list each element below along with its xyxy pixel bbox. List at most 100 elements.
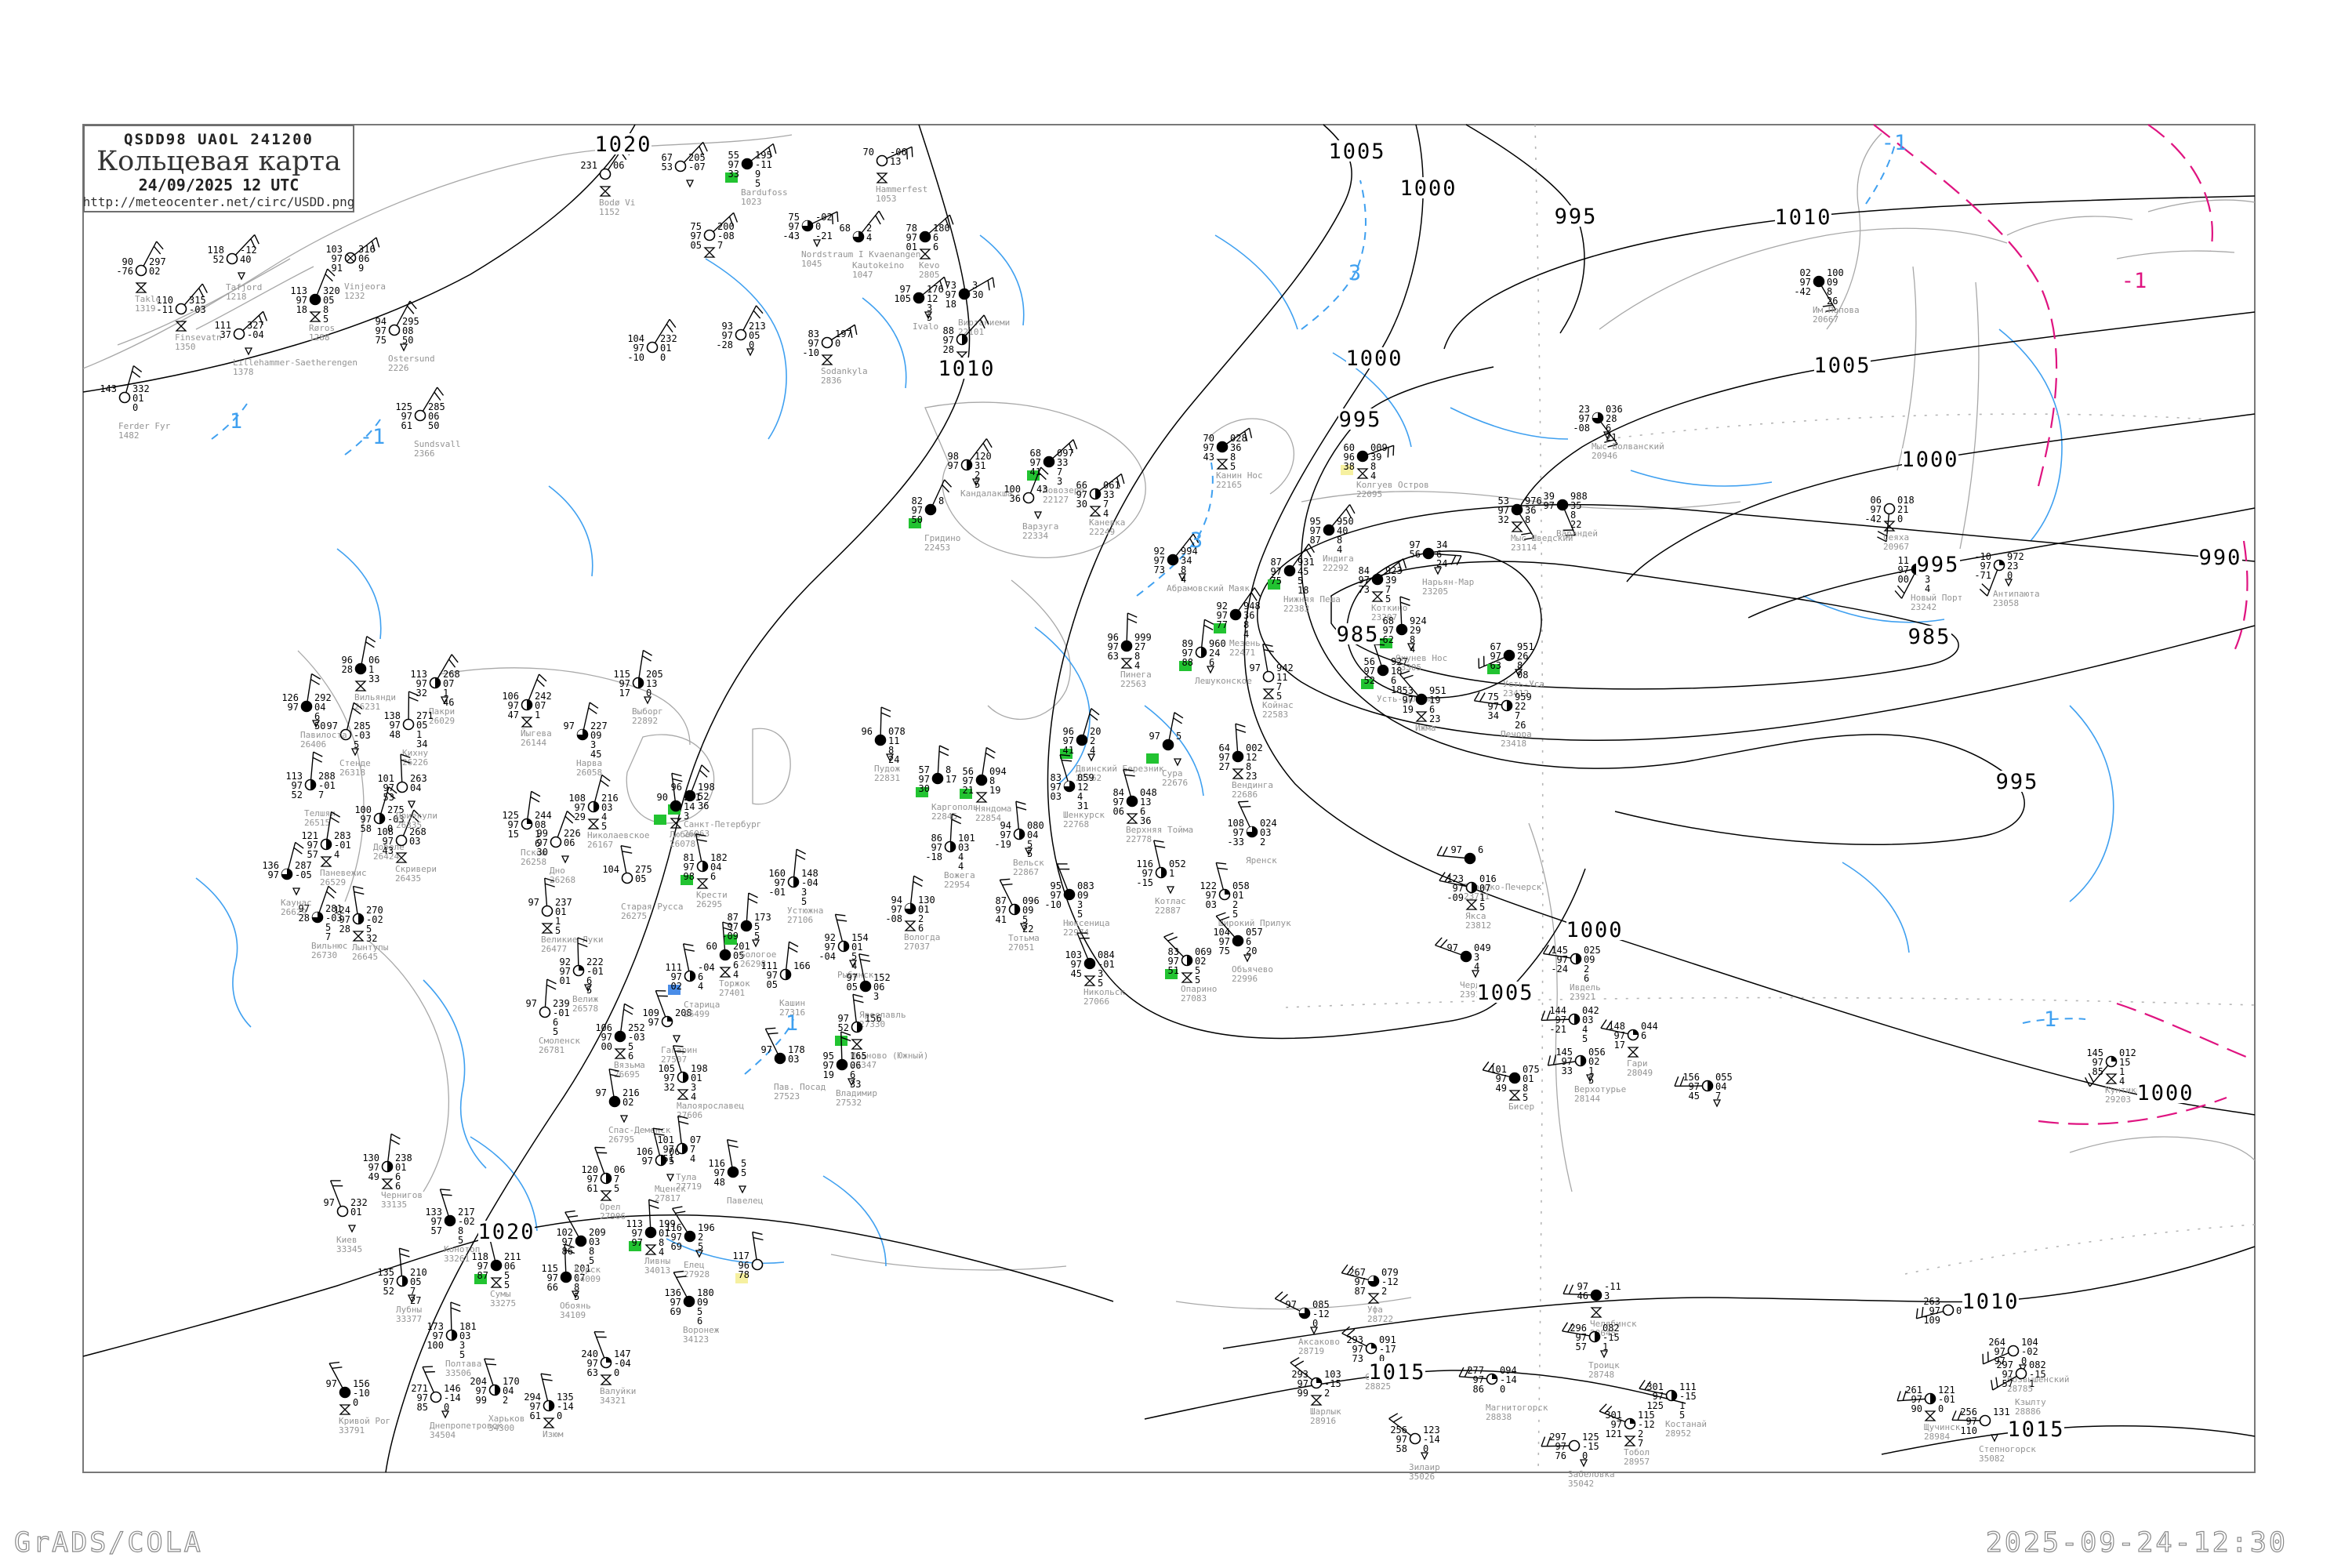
svg-text:22095: 22095 [1356,489,1382,499]
svg-text:33791: 33791 [339,1425,365,1436]
svg-text:27: 27 [1219,761,1230,772]
svg-text:28144: 28144 [1574,1094,1600,1104]
svg-text:00: 00 [601,1041,612,1052]
svg-text:5: 5 [1232,909,1238,920]
isobar-label: 1015 [2007,1417,2064,1442]
svg-text:75: 75 [376,335,387,346]
svg-text:Магнитогорск: Магнитогорск [1486,1403,1548,1413]
svg-text:97: 97 [1355,1276,1366,1287]
svg-text:45: 45 [1071,968,1082,979]
svg-text:97: 97 [1030,457,1041,468]
svg-text:97: 97 [1614,1030,1625,1041]
svg-text:120: 120 [581,1164,598,1175]
svg-text:-02: -02 [458,1216,475,1227]
svg-text:Бисер: Бисер [1508,1102,1534,1112]
svg-text:6: 6 [1584,973,1589,984]
svg-text:97: 97 [1498,505,1509,516]
svg-text:244: 244 [535,810,552,821]
svg-text:09: 09 [590,730,601,741]
svg-text:Tafjord: Tafjord [226,282,262,292]
svg-text:27316: 27316 [779,1007,805,1018]
svg-text:23812: 23812 [1465,920,1491,931]
svg-text:5: 5 [754,921,760,932]
svg-text:97: 97 [299,903,310,914]
svg-text:97: 97 [1557,954,1568,965]
svg-text:Vinjeora: Vinjeora [344,281,386,292]
svg-text:101: 101 [377,773,394,784]
svg-text:931: 931 [1298,557,1315,568]
svg-text:97: 97 [1555,1014,1566,1025]
svg-text:69: 69 [671,1241,682,1252]
svg-text:67: 67 [662,152,673,163]
svg-text:Кашин: Кашин [779,998,805,1008]
svg-text:-76: -76 [116,266,133,277]
svg-text:83: 83 [808,328,819,339]
svg-text:02: 02 [622,1097,633,1108]
svg-text:271: 271 [416,710,434,721]
svg-text:28957: 28957 [1624,1457,1650,1467]
svg-text:97: 97 [684,862,695,873]
svg-text:08: 08 [402,325,413,336]
svg-text:-42: -42 [1864,514,1882,524]
svg-text:97: 97 [900,284,911,295]
svg-text:37: 37 [220,329,231,340]
svg-text:069: 069 [1195,946,1212,957]
svg-text:285: 285 [428,401,445,412]
svg-text:7: 7 [690,1144,695,1155]
svg-text:Мыс Шведский: Мыс Шведский [1511,533,1573,543]
svg-text:22831: 22831 [874,773,900,783]
station-highlight-square [1361,679,1374,689]
svg-text:17: 17 [1614,1040,1625,1051]
svg-text:0: 0 [353,1397,358,1408]
svg-text:0: 0 [815,221,821,232]
svg-text:-01: -01 [318,780,336,791]
svg-text:00: 00 [1898,574,1909,585]
svg-text:94: 94 [891,895,902,906]
svg-text:Великие Луки: Великие Луки [541,935,603,945]
svg-text:-24: -24 [1551,964,1568,975]
svg-text:100: 100 [1827,267,1844,278]
svg-text:Kevo: Kevo [919,260,940,270]
svg-text:97: 97 [368,1162,379,1173]
svg-text:5: 5 [586,985,592,996]
svg-text:15: 15 [508,829,519,840]
svg-text:62: 62 [1383,634,1394,645]
svg-text:97: 97 [1488,701,1499,712]
svg-text:Изюм: Изюм [543,1429,564,1439]
svg-text:5: 5 [1195,975,1200,985]
svg-text:26424: 26424 [373,851,399,862]
svg-text:301: 301 [1605,1410,1622,1421]
svg-text:01: 01 [851,942,862,953]
svg-text:97: 97 [663,1144,674,1155]
svg-text:97: 97 [1966,1416,1977,1427]
svg-text:108: 108 [1227,818,1244,829]
svg-text:-14: -14 [1500,1374,1517,1385]
svg-text:Спас-Деменск: Спас-Деменск [608,1125,671,1135]
svg-text:106: 106 [595,1022,612,1033]
svg-text:8: 8 [938,495,944,506]
svg-text:04: 04 [314,702,325,713]
svg-text:Павилоста: Павилоста [300,730,347,740]
svg-text:Варзуга: Варзуга [1022,521,1058,532]
svg-text:079: 079 [1381,1267,1399,1278]
svg-text:-33: -33 [1227,837,1244,848]
svg-text:97: 97 [728,921,739,932]
svg-text:6: 6 [628,1051,633,1062]
svg-text:Велиж: Велиж [572,994,598,1004]
svg-text:Виртаниеми: Виртаниеми [958,318,1010,328]
svg-text:113: 113 [410,669,427,680]
svg-text:-11: -11 [156,304,173,315]
svg-text:3: 3 [1474,952,1479,963]
svg-text:05: 05 [323,295,334,306]
svg-text:97: 97 [431,1216,442,1227]
svg-text:125: 125 [502,810,519,821]
svg-text:01: 01 [660,343,671,354]
isobar-label: 1010 [1774,205,1831,230]
